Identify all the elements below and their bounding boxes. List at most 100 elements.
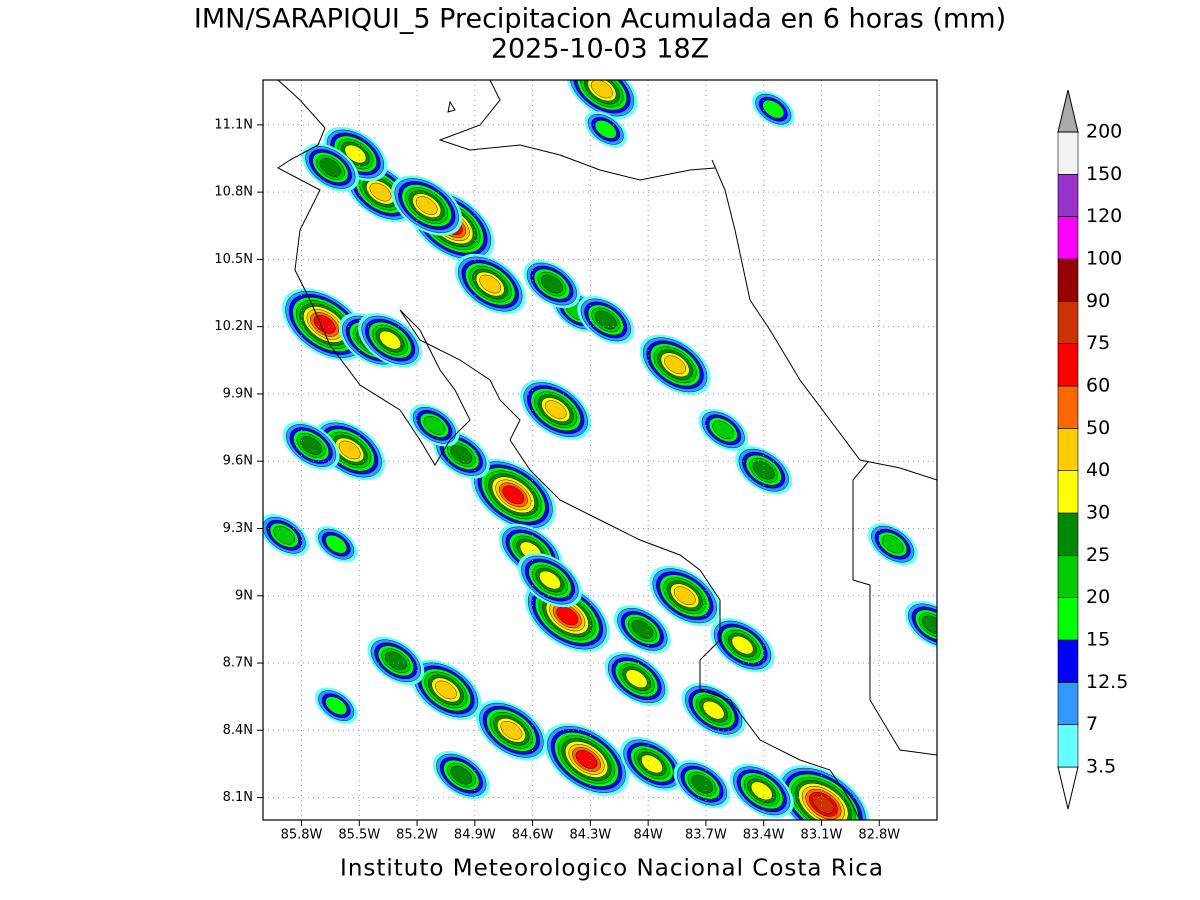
precip-contour [762, 99, 785, 119]
colorbar-label: 60 [1086, 375, 1110, 397]
colorbar-label: 75 [1086, 332, 1110, 354]
colorbar-box [1057, 428, 1079, 471]
precip-contour [325, 534, 348, 554]
x-tick-label: 84.3W [569, 828, 611, 843]
precip-cell [639, 334, 711, 396]
y-tick-label: 9.3N [223, 521, 253, 536]
colorbar-label: 150 [1086, 163, 1122, 185]
precip-cell [735, 446, 793, 495]
colorbar-label: 200 [1086, 121, 1122, 143]
y-tick-label: 9N [235, 588, 253, 603]
border [852, 461, 937, 756]
precip-cell [710, 617, 775, 673]
colorbar-label: 20 [1086, 586, 1110, 608]
x-tick-label: 83.4W [743, 828, 785, 843]
precip-contour [664, 355, 686, 375]
precip-cell [454, 253, 526, 315]
precip-cell [410, 659, 482, 721]
precip-contour [385, 651, 407, 671]
x-tick-label: 85.5W [338, 828, 380, 843]
precip-contour [631, 620, 654, 639]
chart-subtitle: 2025-10-03 18Z [491, 34, 709, 65]
precip-cell [673, 759, 731, 809]
precip-field [263, 80, 937, 820]
precip-contour [540, 274, 563, 294]
colorbar-box [1057, 343, 1079, 387]
precip-cell [681, 682, 746, 738]
precip-cell [520, 379, 592, 440]
precip-cell [391, 175, 463, 236]
y-tick-label: 10.5N [214, 252, 253, 267]
colorbar-label: 25 [1086, 544, 1110, 566]
precip-cell [729, 763, 794, 819]
precip-contour [641, 754, 663, 774]
chart-title: IMN/SARAPIQUI_5 Precipitacion Acumulada … [194, 4, 1006, 35]
precip-contour [423, 416, 446, 435]
precip-contour [379, 330, 401, 350]
colorbar-box [1057, 131, 1079, 175]
precip-cell [282, 421, 340, 470]
precip-contour [594, 120, 617, 139]
border [438, 80, 716, 181]
precip-cell [543, 723, 630, 796]
precip-cell [301, 143, 359, 192]
precip-contour [325, 696, 348, 715]
precip-contour [500, 721, 523, 740]
y-tick-label: 8.7N [223, 656, 253, 671]
colorbar-box [1057, 597, 1079, 641]
precip-contour [594, 310, 617, 330]
precip-cell [263, 514, 310, 557]
precip-contour [591, 80, 613, 99]
precip-contour [319, 158, 342, 177]
precip-contour [344, 144, 367, 164]
x-tick-label: 83.1W [801, 828, 843, 843]
precip-contour [300, 436, 323, 455]
precip-cell [604, 651, 669, 706]
precip-contour [450, 765, 473, 785]
precip-contour [673, 586, 696, 606]
precip-cell [432, 750, 490, 800]
colorbar-box [1057, 258, 1079, 302]
precip-cell [409, 404, 460, 447]
colorbar: 3.5 7 12.5 15 20 25 30 40 50 60 75 90 100 120 150 200 [1057, 89, 1128, 810]
precip-contour [691, 774, 713, 794]
colorbar-box [1057, 682, 1079, 725]
precip-cell [620, 736, 684, 792]
precip-cell [777, 765, 870, 820]
x-tick-label: 84W [633, 828, 663, 843]
precip-contour [881, 534, 904, 554]
y-tick-label: 11.1N [214, 117, 253, 132]
precip-contour [556, 606, 579, 626]
precip-cell [523, 259, 581, 309]
precip-contour [273, 525, 296, 545]
colorbar-label: 12.5 [1086, 671, 1128, 693]
precip-cell [584, 111, 628, 148]
y-tick-label: 8.1N [223, 790, 253, 805]
precip-cell [314, 687, 358, 724]
precip-cell [698, 408, 749, 451]
x-tick-label: 85.2W [396, 828, 438, 843]
y-tick-label: 10.8N [214, 185, 253, 200]
x-tick-label: 84.6W [512, 828, 554, 843]
precip-cell [314, 526, 358, 563]
y-tick-label: 10.2N [214, 319, 253, 334]
grid [263, 80, 937, 820]
y-tick-label: 9.9N [223, 386, 253, 401]
coastlines [277, 80, 937, 820]
x-tick-label: 83.7W [685, 828, 727, 843]
precip-contour [479, 274, 502, 294]
precip-contour [702, 700, 725, 720]
precip-contour [338, 440, 361, 460]
axes: 85.8W 85.5W 85.2W 84.9W 84.6W 84.3W 84W 83.7W 83… [214, 117, 900, 842]
x-tick-label: 84.9W [454, 828, 496, 843]
colorbar-box [1057, 301, 1079, 344]
colorbar-over [1057, 89, 1079, 133]
colorbar-label: 120 [1086, 205, 1122, 227]
precip-cell [613, 605, 671, 654]
colorbar-box [1057, 512, 1079, 556]
colorbar-box [1057, 385, 1079, 429]
colorbar-label: 40 [1086, 459, 1110, 481]
footer: Instituto Meteorologico Nacional Costa R… [340, 856, 884, 882]
colorbar-label: 50 [1086, 417, 1110, 439]
